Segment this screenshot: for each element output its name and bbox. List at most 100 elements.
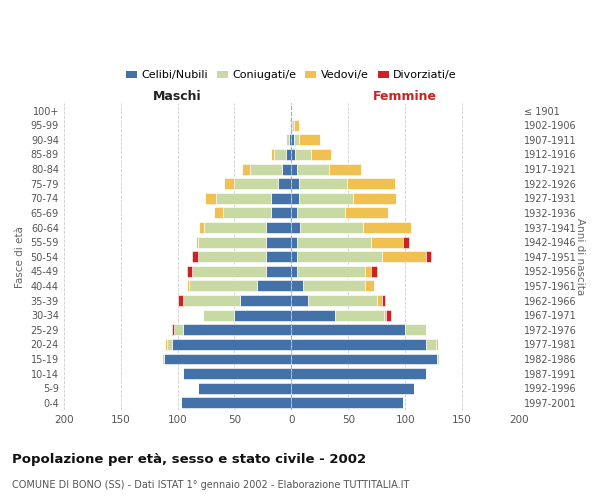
Bar (386, 310, 391, 320)
Bar (299, 134, 320, 145)
Bar (161, 354, 164, 364)
Bar (271, 149, 274, 160)
Bar (303, 280, 365, 291)
Bar (187, 280, 189, 291)
Bar (405, 324, 425, 336)
Bar (308, 295, 377, 306)
Bar (235, 310, 292, 320)
Bar (371, 266, 377, 277)
Bar (301, 222, 363, 233)
Bar (257, 280, 292, 291)
Bar (172, 324, 174, 336)
Bar (292, 310, 335, 320)
Bar (199, 222, 204, 233)
Bar (292, 252, 297, 262)
Bar (295, 149, 311, 160)
Bar (382, 252, 425, 262)
Bar (290, 120, 292, 130)
Bar (292, 266, 297, 277)
Bar (193, 266, 266, 277)
Bar (240, 295, 292, 306)
Bar (235, 178, 278, 189)
Text: Femmine: Femmine (373, 90, 437, 104)
Bar (167, 339, 172, 350)
Bar (274, 149, 286, 160)
Bar (205, 193, 216, 204)
Bar (299, 193, 353, 204)
Bar (198, 382, 292, 394)
Bar (425, 339, 436, 350)
Bar (311, 149, 331, 160)
Bar (292, 164, 297, 174)
Bar (203, 310, 235, 320)
Bar (292, 222, 301, 233)
Bar (189, 280, 257, 291)
Bar (371, 236, 403, 248)
Bar (292, 193, 299, 204)
Bar (292, 324, 405, 336)
Bar (436, 339, 438, 350)
Bar (292, 236, 297, 248)
Bar (271, 193, 292, 204)
Bar (383, 310, 386, 320)
Y-axis label: Anni di nascita: Anni di nascita (575, 218, 585, 296)
Bar (271, 208, 292, 218)
Bar (292, 208, 297, 218)
Bar (297, 236, 371, 248)
Bar (329, 164, 361, 174)
Bar (292, 354, 437, 364)
Bar (214, 208, 223, 218)
Bar (292, 149, 295, 160)
Bar (293, 134, 299, 145)
Bar (172, 339, 292, 350)
Bar (297, 266, 365, 277)
Bar (292, 280, 303, 291)
Bar (196, 236, 198, 248)
Bar (353, 193, 396, 204)
Bar (266, 236, 292, 248)
Bar (289, 134, 292, 145)
Bar (292, 368, 425, 379)
Bar (365, 280, 374, 291)
Bar (266, 252, 292, 262)
Text: COMUNE DI BONO (SS) - Dati ISTAT 1° gennaio 2002 - Elaborazione TUTTITALIA.IT: COMUNE DI BONO (SS) - Dati ISTAT 1° genn… (12, 480, 409, 490)
Bar (181, 398, 292, 408)
Bar (164, 354, 292, 364)
Bar (293, 120, 299, 130)
Bar (292, 120, 293, 130)
Bar (425, 252, 431, 262)
Bar (292, 295, 308, 306)
Bar (286, 149, 292, 160)
Bar (297, 164, 329, 174)
Bar (347, 178, 395, 189)
Bar (382, 295, 385, 306)
Bar (292, 398, 403, 408)
Bar (278, 178, 292, 189)
Bar (299, 178, 347, 189)
Y-axis label: Fasce di età: Fasce di età (15, 226, 25, 288)
Bar (183, 324, 292, 336)
Bar (345, 208, 388, 218)
Text: Popolazione per età, sesso e stato civile - 2002: Popolazione per età, sesso e stato civil… (12, 452, 366, 466)
Bar (377, 295, 382, 306)
Bar (297, 252, 382, 262)
Legend: Celibi/Nubili, Coniugati/e, Vedovi/e, Divorziati/e: Celibi/Nubili, Coniugati/e, Vedovi/e, Di… (121, 66, 461, 85)
Bar (183, 295, 240, 306)
Bar (297, 208, 345, 218)
Bar (282, 164, 292, 174)
Bar (266, 266, 292, 277)
Bar (198, 236, 266, 248)
Bar (286, 134, 289, 145)
Bar (204, 222, 266, 233)
Bar (363, 222, 411, 233)
Bar (224, 178, 235, 189)
Bar (183, 368, 292, 379)
Bar (292, 382, 414, 394)
Text: Maschi: Maschi (153, 90, 202, 104)
Bar (242, 164, 250, 174)
Bar (174, 324, 183, 336)
Bar (250, 164, 282, 174)
Bar (193, 252, 198, 262)
Bar (216, 193, 271, 204)
Bar (165, 339, 167, 350)
